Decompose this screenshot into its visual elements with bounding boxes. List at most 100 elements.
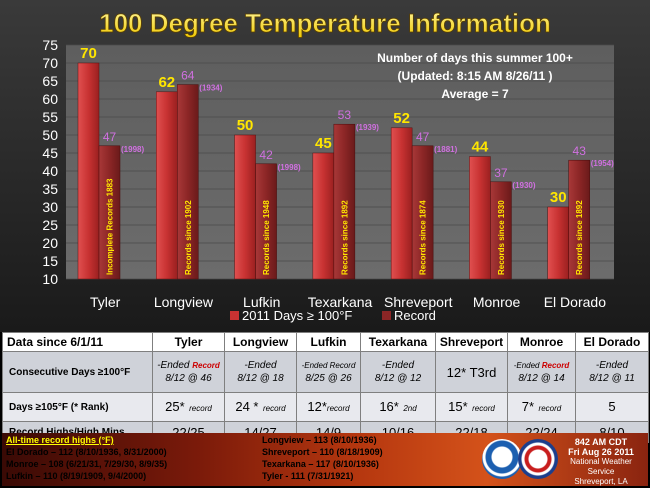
- row-label: Consecutive Days ≥100°F: [2, 351, 153, 393]
- data-label-2011: 45: [315, 135, 332, 152]
- cell-subtext: record: [538, 404, 562, 413]
- cell-text: 8/25 @ 26: [305, 373, 352, 384]
- table-corner-label: Data since 6/1/11: [2, 332, 153, 352]
- x-tick-label: Shreveport: [384, 294, 453, 310]
- table-cell: -Ended 8/12 @ 11: [575, 351, 649, 393]
- stamp-city: Shreveport, LA: [574, 477, 628, 486]
- table-cell: 5: [575, 392, 649, 422]
- table-cell: 7* record: [507, 392, 576, 422]
- data-label-2011: 44: [472, 139, 489, 156]
- table-cell: 24 * record: [224, 392, 297, 422]
- records-footer: All-time record highs (°F) El Dorado – 1…: [2, 433, 648, 486]
- x-tick-label: Texarkana: [308, 294, 373, 310]
- bar-chart: 100 Degree Temperature Information 10 15 2…: [0, 0, 650, 332]
- records-since-label: Records since 1930: [497, 200, 506, 275]
- records-since-label: Records since 1892: [340, 200, 349, 275]
- stamp-time: 842 AM CDT: [574, 437, 628, 447]
- record-year-label: (1881): [434, 145, 457, 154]
- legend-label-2011: 2011 Days ≥ 100°F: [242, 308, 352, 323]
- records-since-label: Records since 1948: [262, 200, 271, 275]
- table-row-consecutive: Consecutive Days ≥100°F -Ended Record 8/…: [2, 351, 649, 393]
- data-label-record: 42: [259, 148, 273, 162]
- table-cell: -Ended Record 8/12 @ 14: [507, 351, 576, 393]
- y-tick-label: 70: [42, 55, 58, 71]
- table-cell: 12*record: [296, 392, 361, 422]
- bar-2011-days: [156, 91, 178, 280]
- cell-text: 16*: [379, 399, 399, 414]
- record-year-label: (1998): [121, 145, 144, 154]
- col-header: El Dorado: [575, 332, 649, 352]
- cell-text: 7*: [521, 399, 535, 414]
- record-line: El Dorado – 112 (8/10/1936, 8/31/2000): [6, 447, 167, 457]
- x-tick-label: Lufkin: [243, 294, 280, 310]
- y-tick-label: 10: [42, 271, 58, 287]
- stats-table: Data since 6/1/11 Tyler Longview Lufkin …: [2, 332, 649, 443]
- cell-subtext: record: [262, 404, 286, 413]
- bar-2011-days: [234, 134, 256, 280]
- records-since-label: Records since 1902: [184, 200, 193, 275]
- footer-title: All-time record highs (°F): [6, 435, 114, 445]
- legend-swatch-2011: [230, 311, 239, 320]
- data-label-2011: 30: [550, 189, 567, 206]
- cell-text: 8/12 @ 14: [518, 373, 565, 384]
- col-header: Tyler: [152, 332, 225, 352]
- cell-subtext: 2nd: [403, 404, 417, 413]
- bar-2011-days: [469, 156, 491, 280]
- cell-text: -Ended: [381, 360, 415, 371]
- record-year-label: (1930): [512, 181, 535, 190]
- cell-text: -Ended: [244, 360, 277, 371]
- records-since-label: Records since 1892: [575, 200, 584, 275]
- noaa-logo-icon: [482, 439, 522, 479]
- record-line: Tyler - 111 (7/31/1921): [262, 471, 354, 481]
- timestamp-stamp: 842 AM CDT Fri Aug 26 2011 National Weat…: [557, 437, 645, 486]
- bar-2011-days: [547, 206, 569, 280]
- row-label: Days ≥105°F (* Rank): [2, 392, 153, 422]
- y-tick-label: 45: [42, 145, 58, 161]
- table-cell: -Ended Record 8/25 @ 26: [296, 351, 361, 393]
- y-tick-label: 55: [42, 109, 58, 125]
- table-cell: 25* record: [152, 392, 225, 422]
- table-header-row: Data since 6/1/11 Tyler Longview Lufkin …: [2, 332, 649, 352]
- table-row-days105: Days ≥105°F (* Rank) 25* record 24 * rec…: [2, 392, 649, 422]
- cell-text: 8/12 @ 12: [374, 373, 422, 384]
- legend-label-record: Record: [394, 308, 436, 323]
- table-cell: 15* record: [435, 392, 508, 422]
- nws-logo-icon: [518, 439, 558, 479]
- cell-text: -Ended Record: [301, 361, 356, 370]
- cell-text: 12* T3rd: [446, 364, 497, 380]
- record-line: Longview – 113 (8/10/1936): [262, 435, 377, 445]
- chart-annotation: (Updated: 8:15 AM 8/26/11 ): [398, 69, 553, 83]
- record-year-label: (1934): [199, 84, 222, 93]
- chart-title: 100 Degree Temperature Information: [99, 8, 551, 38]
- bar-record: [177, 84, 199, 280]
- cell-text: -Ended: [513, 361, 540, 370]
- data-label-2011: 50: [237, 117, 254, 134]
- data-label-record: 64: [181, 69, 195, 83]
- bar-2011-days: [77, 62, 100, 280]
- data-label-2011: 52: [393, 110, 410, 127]
- x-tick-label: El Dorado: [544, 294, 606, 310]
- data-label-record: 43: [573, 144, 587, 158]
- bar-record: [568, 159, 590, 280]
- cell-subtext: record: [326, 404, 350, 413]
- record-line: Texarkana – 117 (8/10/1936): [262, 459, 379, 469]
- y-tick-label: 25: [42, 217, 58, 233]
- bar-record: [255, 163, 277, 280]
- record-year-label: (1998): [278, 163, 301, 172]
- col-header: Monroe: [507, 332, 576, 352]
- table-cell: 16* 2nd: [360, 392, 436, 422]
- x-tick-label: Longview: [154, 294, 214, 310]
- cell-text: 8/12 @ 18: [237, 373, 284, 384]
- bar-record: [98, 145, 121, 280]
- cell-text: 8/12 @ 11: [589, 373, 635, 384]
- data-label-2011: 62: [158, 74, 175, 91]
- data-label-record: 37: [494, 166, 508, 180]
- cell-text: 5: [608, 399, 616, 414]
- cell-text: 24 *: [235, 399, 259, 414]
- records-since-label: Incomplete Records 1883: [106, 178, 115, 275]
- y-tick-label: 15: [42, 253, 58, 269]
- x-tick-label: Monroe: [473, 294, 521, 310]
- record-flag: Record: [541, 361, 570, 370]
- record-line: Shreveport – 110 (8/18/1909): [262, 447, 383, 457]
- y-tick-label: 60: [42, 91, 58, 107]
